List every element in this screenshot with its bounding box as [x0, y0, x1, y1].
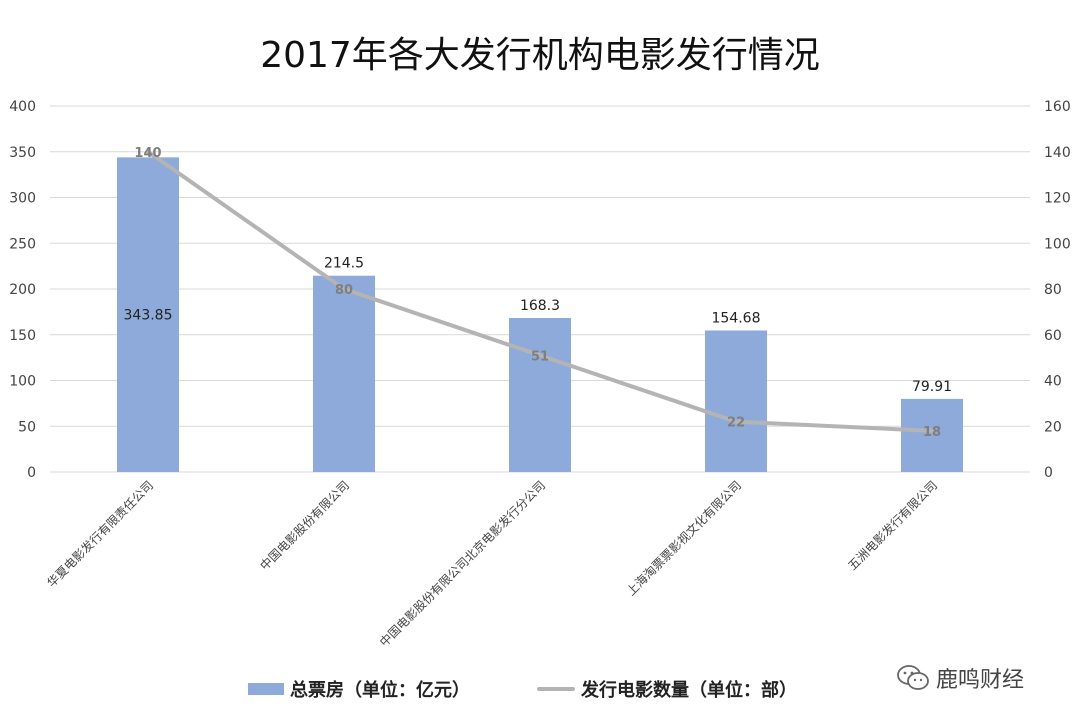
y-left-tick-label: 200	[9, 282, 36, 298]
bar	[313, 275, 375, 472]
legend-label-line: 发行电影数量（单位：部）	[581, 680, 797, 701]
legend-item-bar: 总票房（单位：亿元）	[248, 676, 470, 702]
y-left-tick-label: 100	[9, 374, 36, 390]
bar-data-label: 214.5	[324, 256, 364, 272]
bar-data-label: 343.85	[124, 308, 173, 324]
y-left-tick-label: 150	[9, 328, 36, 344]
line-point	[146, 149, 150, 154]
y-right-tick-label: 0	[1044, 465, 1053, 481]
line-point	[734, 419, 738, 424]
line-point	[930, 428, 934, 433]
y-right-tick-label: 60	[1044, 328, 1062, 344]
line-data-label: 18	[923, 425, 941, 440]
chart-title: 2017年各大发行机构电影发行情况	[260, 35, 820, 76]
y-right-tick-label: 20	[1044, 419, 1062, 435]
legend-swatch-bar	[248, 683, 284, 695]
y-left-tick-label: 50	[18, 419, 36, 435]
watermark-text: 鹿鸣财经	[936, 668, 1025, 693]
y-left-tick-label: 300	[9, 191, 36, 207]
y-right-tick-label: 140	[1044, 145, 1071, 161]
y-right-tick-label: 80	[1044, 282, 1062, 298]
y-right-tick-label: 40	[1044, 374, 1062, 390]
wechat-icon	[897, 665, 929, 690]
bar	[901, 398, 963, 472]
y-left-tick-label: 350	[9, 145, 36, 161]
bar-data-label: 79.91	[912, 379, 952, 395]
watermark: 鹿鸣财经	[896, 662, 1024, 694]
y-right-tick-label: 160	[1044, 99, 1071, 115]
legend-swatch-line	[537, 687, 575, 691]
y-left-tick-label: 400	[9, 99, 36, 115]
bar-data-label: 168.3	[520, 298, 560, 314]
line-data-label: 22	[727, 416, 745, 431]
line-point	[538, 353, 542, 358]
bar	[705, 330, 767, 472]
line-point	[342, 287, 346, 291]
legend: 总票房（单位：亿元） 发行电影数量（单位：部）	[0, 676, 1080, 706]
bar-data-label: 154.68	[712, 310, 761, 326]
legend-label-bar: 总票房（单位：亿元）	[290, 680, 470, 701]
x-category-label: 中国电影股份有限公司北京电影发行分公司	[376, 478, 548, 650]
y-left-tick-label: 250	[9, 236, 36, 252]
x-category-label: 上海淘票票影视文化有限公司	[623, 478, 744, 599]
y-right-tick-label: 100	[1044, 236, 1071, 252]
y-right-tick-label: 120	[1044, 191, 1071, 207]
line-data-label: 51	[531, 349, 549, 364]
bar	[117, 157, 179, 472]
legend-item-line: 发行电影数量（单位：部）	[537, 676, 797, 702]
x-category-label: 华夏电影发行有限责任公司	[44, 478, 156, 590]
line-data-label: 140	[134, 146, 161, 161]
bar	[509, 318, 571, 472]
y-left-tick-label: 0	[27, 465, 36, 481]
x-category-label: 中国电影股份有限公司	[257, 478, 352, 573]
line-data-label: 80	[335, 283, 353, 298]
x-category-label: 五洲电影发行有限公司	[845, 478, 940, 573]
